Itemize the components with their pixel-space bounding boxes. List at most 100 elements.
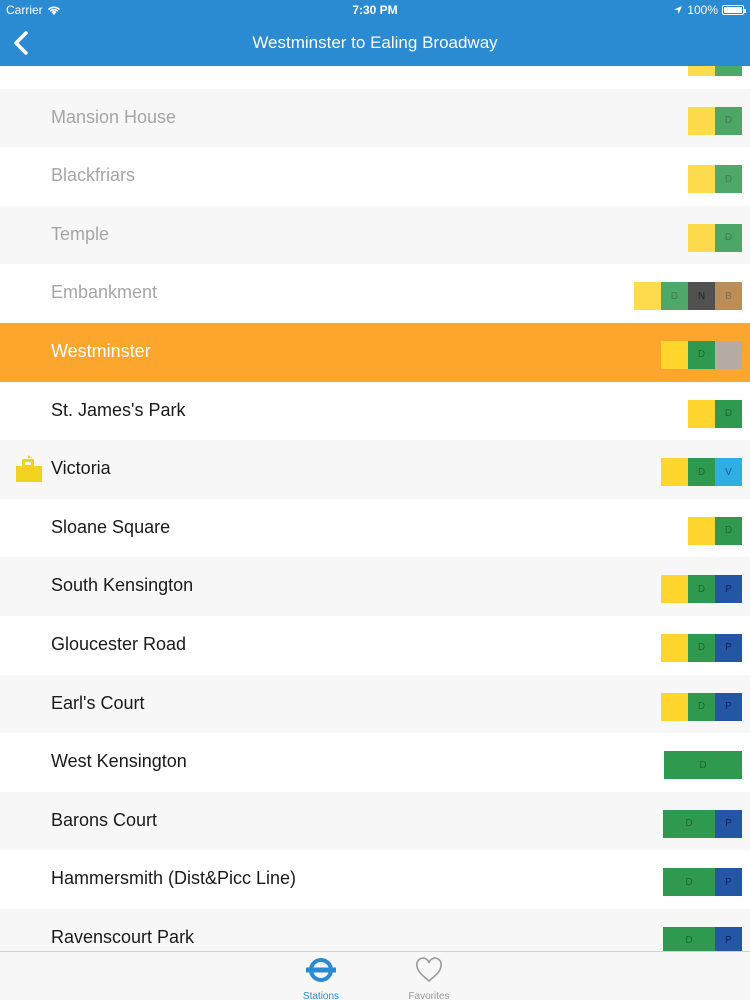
station-name: Barons Court (51, 809, 158, 830)
heart-icon (416, 957, 442, 983)
line-badges: D (664, 751, 742, 780)
line-badges: D (688, 223, 742, 252)
piccadilly-line-badge: P (715, 692, 742, 721)
station-row[interactable]: Gloucester Road D P (0, 616, 750, 675)
victoria-line-badge: V (715, 458, 742, 487)
station-name: Earl's Court (51, 692, 145, 713)
line-badges: D (688, 66, 742, 76)
circle-line-badge (634, 282, 661, 311)
station-name: Embankment (51, 282, 158, 303)
station-row[interactable]: West Kensington D (0, 733, 750, 792)
battery-icon (722, 5, 746, 15)
district-line-badge: D (715, 223, 742, 252)
tab-favorites-label: Favorites (408, 991, 450, 1000)
station-row[interactable]: Embankment D N B (0, 264, 750, 323)
station-row[interactable]: Mansion House D (0, 88, 750, 148)
circle-line-badge (688, 399, 715, 428)
station-row[interactable]: Westminster D (0, 322, 750, 382)
circle-line-badge (661, 692, 688, 721)
station-name: Cannon Street (51, 66, 167, 69)
location-icon (674, 6, 683, 14)
station-row[interactable]: Hammersmith (Dist&Picc Line) D P (0, 850, 750, 909)
station-name: South Kensington (51, 575, 194, 596)
station-row[interactable]: Blackfriars D (0, 147, 750, 206)
tab-favorites[interactable]: Favorites (384, 956, 474, 1000)
bakerloo-line-badge: B (715, 282, 742, 311)
station-row[interactable]: Barons Court D P (0, 791, 750, 851)
district-line-badge: D (663, 809, 715, 838)
line-badges: D (688, 399, 742, 428)
circle-line-badge (688, 66, 715, 76)
jubilee-line-badge (715, 340, 742, 369)
navigation-bar: Westminster to Ealing Broadway (0, 20, 750, 66)
district-line-badge: D (715, 106, 742, 135)
roundel-icon (306, 958, 336, 982)
line-badges: D (688, 106, 742, 135)
station-row[interactable]: Sloane Square D (0, 499, 750, 558)
district-line-badge: D (688, 340, 715, 369)
station-row[interactable]: South Kensington D P (0, 557, 750, 616)
carrier-label: Carrier (6, 3, 43, 17)
station-name: Westminster (51, 340, 151, 361)
line-badges: D (661, 340, 742, 369)
station-name: West Kensington (51, 751, 187, 772)
district-line-badge: D (688, 458, 715, 487)
northern-line-badge: N (688, 282, 715, 311)
circle-line-badge (688, 516, 715, 545)
piccadilly-line-badge: P (715, 633, 742, 662)
station-row[interactable]: Cannon Street D (0, 66, 750, 89)
circle-line-badge (661, 458, 688, 487)
back-button[interactable] (6, 24, 36, 62)
station-name: Gloucester Road (51, 633, 187, 654)
district-line-badge: D (663, 926, 715, 951)
district-line-badge: D (715, 516, 742, 545)
station-name: Blackfriars (51, 165, 136, 186)
district-line-badge: D (715, 165, 742, 194)
chevron-left-icon (14, 31, 28, 55)
battery-percent: 100% (687, 3, 718, 17)
station-row[interactable]: Victoria D V (0, 440, 750, 499)
station-name: St. James's Park (51, 399, 186, 420)
circle-line-badge (688, 106, 715, 135)
station-name: Hammersmith (Dist&Picc Line) (51, 868, 297, 889)
station-name: Ravenscourt Park (51, 926, 195, 947)
piccadilly-line-badge: P (715, 575, 742, 604)
district-line-badge: D (715, 66, 742, 76)
wifi-icon (47, 6, 60, 15)
circle-line-badge (661, 575, 688, 604)
station-name: Mansion House (51, 106, 177, 127)
station-row[interactable]: St. James's Park D (0, 382, 750, 441)
district-line-badge: D (661, 282, 688, 311)
station-row[interactable]: Earl's Court D P (0, 674, 750, 734)
station-row[interactable]: Temple D (0, 205, 750, 265)
district-line-badge: D (664, 751, 742, 780)
district-line-badge: D (688, 692, 715, 721)
district-line-badge: D (688, 633, 715, 662)
piccadilly-line-badge: P (715, 809, 742, 838)
station-row[interactable]: Ravenscourt Park D P (0, 908, 750, 951)
page-title: Westminster to Ealing Broadway (252, 33, 498, 52)
district-line-badge: D (663, 868, 715, 897)
piccadilly-line-badge: P (715, 868, 742, 897)
district-line-badge: D (688, 575, 715, 604)
station-name: Sloane Square (51, 516, 171, 537)
circle-line-badge (661, 633, 688, 662)
status-bar: Carrier 7:30 PM 100% (0, 0, 750, 20)
circle-line-badge (661, 340, 688, 369)
tab-stations[interactable]: Stations (276, 956, 366, 1000)
tab-stations-label: Stations (302, 991, 340, 1000)
tab-bar: Stations Favorites (0, 951, 750, 1000)
bag-icon (14, 454, 44, 484)
district-line-badge: D (715, 399, 742, 428)
line-badges: D (688, 165, 742, 194)
station-list[interactable]: Cannon Street D Mansion House D Blackfriars D… (0, 66, 750, 951)
clock: 7:30 PM (352, 3, 398, 17)
